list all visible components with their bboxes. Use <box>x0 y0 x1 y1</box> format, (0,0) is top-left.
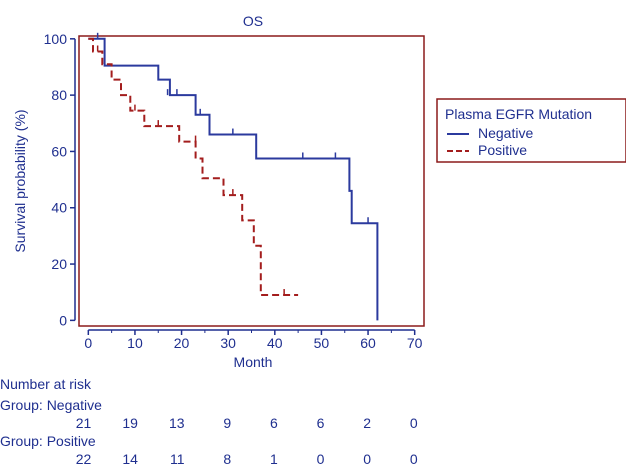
legend-title: Plasma EGFR Mutation <box>445 106 592 122</box>
legend: Plasma EGFR Mutation Negative Positive <box>436 98 626 163</box>
y-tick-label: 80 <box>51 87 67 103</box>
y-tick-label: 0 <box>59 312 67 328</box>
number-at-risk-table: Number at risk Group: Negative 21 19 13 9 6 6… <box>0 376 418 466</box>
survival-curve-negative <box>88 37 379 321</box>
risk-count-positive: 0 <box>317 451 325 466</box>
risk-count-negative: 9 <box>223 415 231 431</box>
x-tick-label: 50 <box>314 335 330 351</box>
x-tick-label: 70 <box>407 335 423 351</box>
risk-count-negative: 21 <box>76 415 92 431</box>
risk-table-heading: Number at risk <box>0 376 92 392</box>
plot-frame <box>78 35 425 327</box>
risk-count-positive: 22 <box>76 451 92 466</box>
y-axis: 0 20 40 60 80 100 <box>44 31 76 328</box>
x-tick-label: 20 <box>174 335 190 351</box>
y-tick-label: 20 <box>51 256 67 272</box>
risk-count-negative: 6 <box>317 415 325 431</box>
x-axis-label: Month <box>234 354 273 370</box>
risk-count-positive: 0 <box>363 451 371 466</box>
risk-count-positive: 14 <box>122 451 138 466</box>
risk-count-negative: 6 <box>270 415 278 431</box>
survival-curves <box>88 32 379 321</box>
risk-group-label-negative: Group: Negative <box>0 397 102 413</box>
x-tick-label: 60 <box>360 335 376 351</box>
risk-counts-negative: 21 19 13 9 6 6 2 0 <box>76 415 418 431</box>
risk-count-positive: 0 <box>410 451 418 466</box>
risk-count-negative: 2 <box>363 415 371 431</box>
y-axis-label: Survival probability (%) <box>12 109 28 252</box>
y-tick-label: 40 <box>51 200 67 216</box>
x-tick-label: 0 <box>84 335 92 351</box>
legend-label-positive: Positive <box>478 142 527 158</box>
x-tick-label: 30 <box>220 335 236 351</box>
risk-count-positive: 1 <box>270 451 278 466</box>
risk-group-label-positive: Group: Positive <box>0 433 96 449</box>
x-axis: 0 10 20 30 40 50 60 70 <box>84 329 423 351</box>
risk-count-negative: 13 <box>169 415 185 431</box>
survival-curve-positive <box>88 37 299 296</box>
risk-count-positive: 11 <box>170 451 185 466</box>
risk-count-negative: 0 <box>410 415 418 431</box>
chart-title: OS <box>243 13 263 29</box>
x-tick-label: 40 <box>267 335 283 351</box>
legend-label-negative: Negative <box>478 125 533 141</box>
y-tick-label: 60 <box>51 143 67 159</box>
x-tick-label: 10 <box>127 335 143 351</box>
risk-counts-positive: 22 14 11 8 1 0 0 0 <box>76 451 418 466</box>
risk-count-positive: 8 <box>223 451 231 466</box>
y-tick-label: 100 <box>44 31 68 47</box>
risk-count-negative: 19 <box>122 415 138 431</box>
